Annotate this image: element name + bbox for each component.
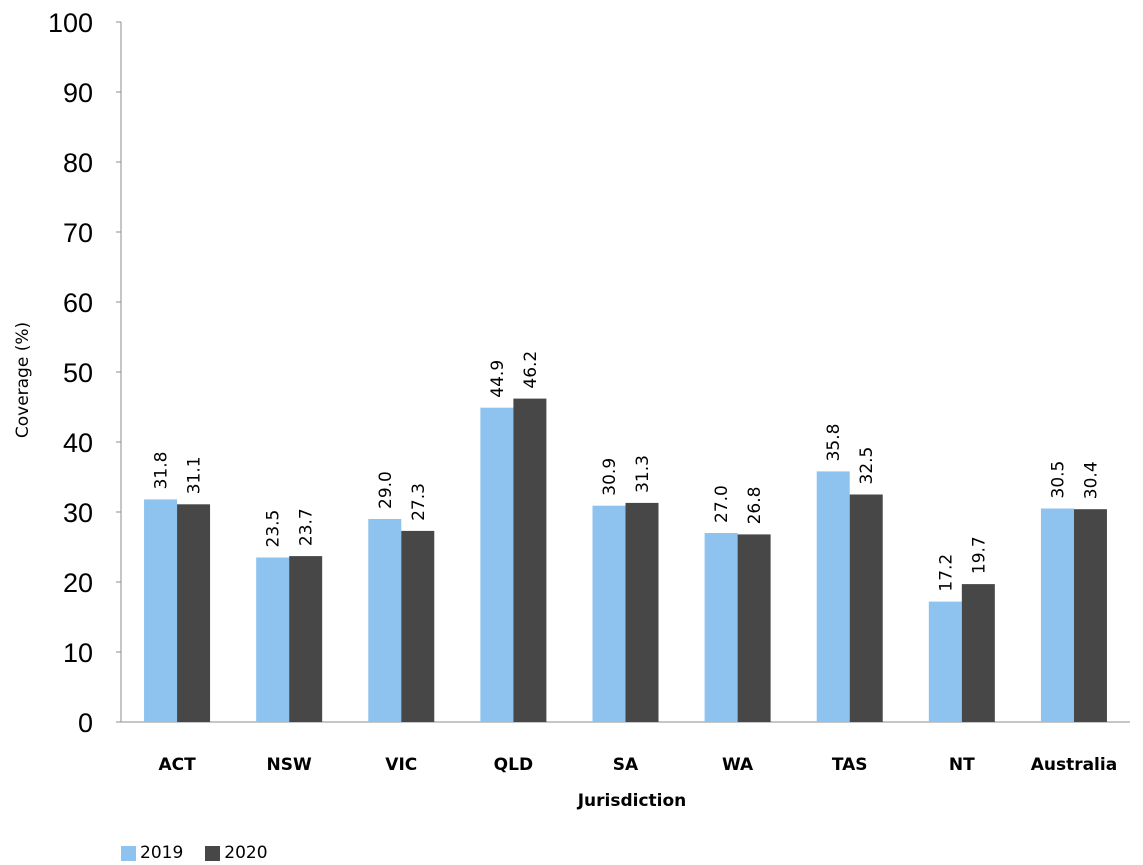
x-tick-label: VIC [385, 755, 417, 775]
bar-2019 [704, 533, 738, 722]
data-label-2019: 44.9 [488, 360, 508, 398]
y-tick-label: 40 [63, 428, 93, 458]
bar-2020 [177, 504, 211, 722]
data-label-2019: 30.5 [1048, 461, 1068, 499]
bar-2019 [144, 499, 178, 722]
data-label-2020: 27.3 [409, 483, 429, 521]
x-tick-label: Australia [1031, 755, 1118, 775]
y-tick-label: 20 [63, 568, 93, 598]
bar-2019 [816, 471, 850, 722]
legend-item-2020: 2020 [205, 843, 268, 863]
y-tick-label: 80 [63, 148, 93, 178]
y-tick-label: 60 [63, 288, 93, 318]
bar-2020 [513, 398, 547, 722]
y-tick-label: 30 [63, 498, 93, 528]
bar-chart: 0 10 20 30 40 50 60 70 80 90 100 31.8 31.1 ACT 23.5 23.… [13, 8, 1130, 811]
data-label-2020: 19.7 [969, 536, 989, 574]
data-label-2020: 26.8 [745, 487, 765, 525]
legend: 2019 2020 [121, 843, 290, 863]
x-axis-title: Jurisdiction [577, 791, 687, 811]
y-tick-label: 50 [63, 358, 93, 388]
bar-2020 [961, 584, 995, 722]
y-tick-label: 10 [63, 638, 93, 668]
plot-area: 0 10 20 30 40 50 60 70 80 90 100 31.8 31.1 ACT 23.5 23.… [48, 8, 1130, 775]
legend-swatch-2019 [121, 845, 136, 861]
x-tick-label: NSW [267, 755, 312, 775]
data-label-2020: 23.7 [297, 508, 317, 546]
data-label-2020: 30.4 [1081, 461, 1101, 499]
bar-2019 [368, 519, 402, 722]
y-tick-label: 90 [63, 78, 93, 108]
y-tick-label: 100 [48, 8, 93, 38]
y-tick-label: 70 [63, 218, 93, 248]
bar-2019 [592, 505, 626, 722]
x-tick-label: QLD [494, 755, 533, 775]
data-label-2020: 32.5 [857, 447, 877, 485]
bar-2020 [849, 494, 883, 722]
data-label-2019: 27.0 [712, 485, 732, 523]
data-label-2019: 35.8 [824, 424, 844, 462]
data-label-2019: 17.2 [936, 554, 956, 592]
bar-2020 [289, 556, 323, 722]
bar-2020 [737, 534, 771, 722]
legend-swatch-2020 [205, 845, 221, 861]
bar-2020 [625, 502, 659, 722]
data-label-2019: 31.8 [152, 452, 172, 490]
data-label-2020: 31.3 [633, 455, 653, 493]
bar-2019 [1040, 508, 1074, 722]
y-axis-title: Coverage (%) [13, 322, 33, 438]
x-tick-label: ACT [158, 755, 196, 775]
legend-label-2020: 2020 [224, 843, 268, 863]
bar-2020 [401, 530, 435, 722]
x-tick-label: SA [613, 755, 639, 775]
y-tick-label: 0 [78, 708, 93, 738]
x-tick-label: WA [722, 755, 754, 775]
data-label-2019: 29.0 [376, 471, 396, 509]
legend-item-2019: 2019 [121, 843, 183, 863]
bar-2020 [1073, 509, 1107, 722]
data-label-2020: 31.1 [185, 456, 205, 494]
data-label-2019: 30.9 [600, 458, 620, 496]
bar-2019 [928, 601, 962, 722]
legend-label-2019: 2019 [140, 843, 184, 863]
bar-2019 [256, 557, 290, 722]
x-tick-label: NT [949, 755, 975, 775]
x-tick-label: TAS [832, 755, 868, 775]
bar-2019 [480, 407, 514, 722]
data-label-2019: 23.5 [264, 510, 284, 548]
data-label-2020: 46.2 [521, 351, 541, 389]
